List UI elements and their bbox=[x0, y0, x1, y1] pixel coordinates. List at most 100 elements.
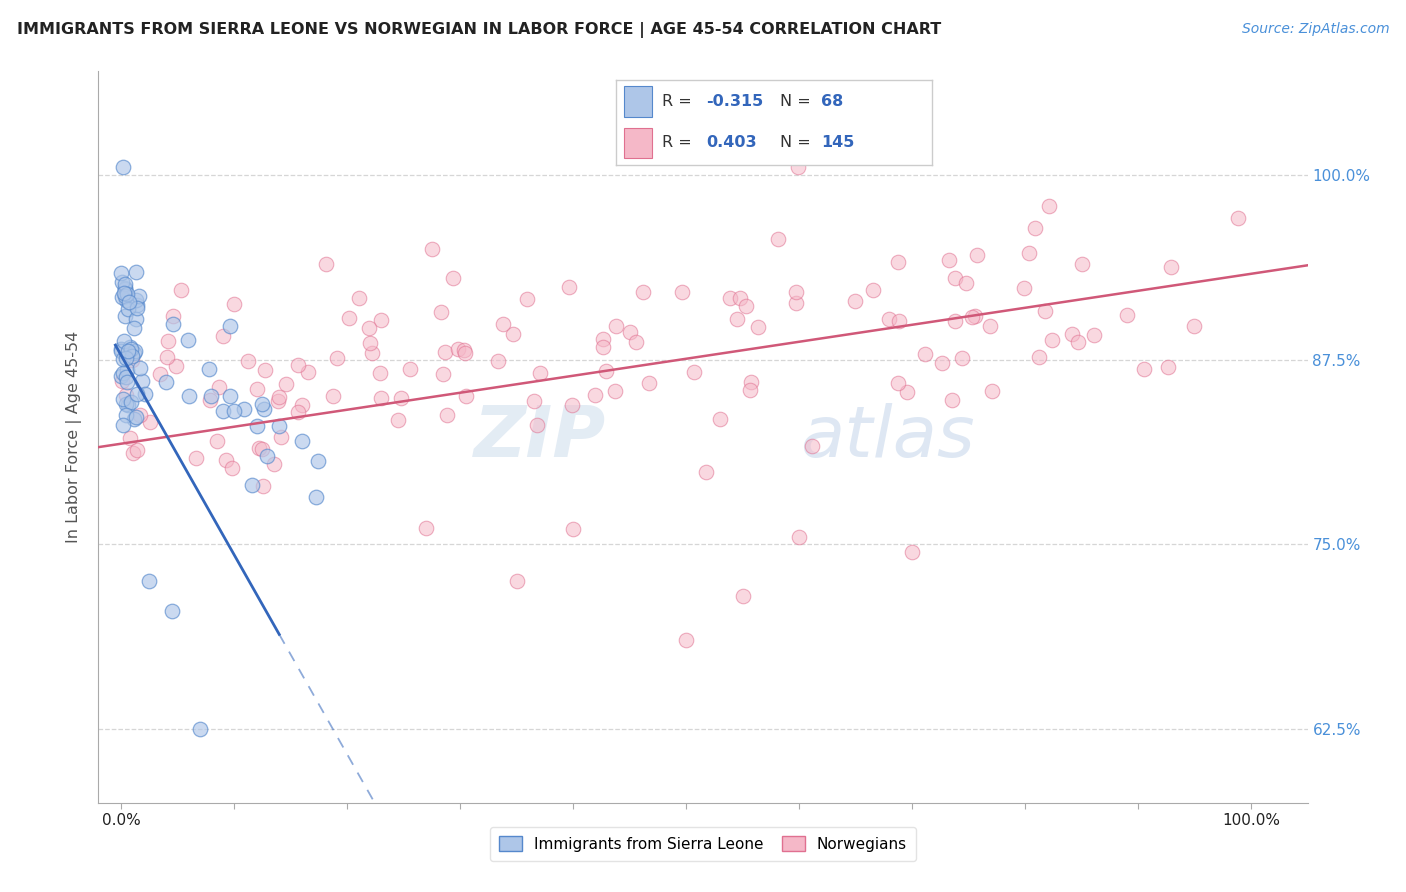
Point bbox=[638, 376, 661, 391]
Point bbox=[253, 401, 276, 416]
Point bbox=[177, 334, 200, 348]
Point bbox=[120, 342, 142, 356]
Point bbox=[211, 329, 233, 343]
Point bbox=[114, 310, 136, 324]
Point bbox=[274, 376, 297, 391]
Point bbox=[1033, 304, 1056, 318]
Point bbox=[115, 293, 138, 307]
Point bbox=[128, 361, 150, 376]
Point bbox=[115, 363, 138, 377]
Point bbox=[436, 408, 458, 422]
Point bbox=[1062, 326, 1084, 341]
Point bbox=[453, 343, 475, 358]
Point bbox=[128, 289, 150, 303]
Point bbox=[844, 293, 866, 308]
Point bbox=[112, 334, 135, 348]
Point bbox=[370, 391, 392, 405]
Point bbox=[430, 305, 453, 319]
Text: ZIP: ZIP bbox=[474, 402, 606, 472]
Point bbox=[368, 366, 391, 380]
Point bbox=[605, 384, 627, 398]
Point bbox=[134, 386, 156, 401]
Point bbox=[127, 387, 149, 401]
Point bbox=[162, 317, 184, 331]
Point bbox=[138, 574, 160, 589]
Point bbox=[125, 409, 148, 424]
Point bbox=[128, 409, 150, 423]
Point bbox=[120, 340, 142, 354]
Point bbox=[121, 350, 143, 364]
Point bbox=[112, 351, 135, 366]
Point bbox=[170, 283, 193, 297]
Point bbox=[115, 375, 138, 389]
Point bbox=[1028, 350, 1050, 364]
Point bbox=[960, 310, 983, 324]
Point bbox=[592, 332, 614, 346]
Point bbox=[1067, 335, 1090, 350]
Point bbox=[117, 346, 139, 360]
Point bbox=[558, 279, 581, 293]
Bar bbox=[624, 87, 652, 117]
Point bbox=[941, 392, 963, 407]
Point bbox=[447, 343, 470, 357]
Point bbox=[887, 255, 910, 269]
Point bbox=[747, 319, 769, 334]
Point bbox=[786, 161, 808, 175]
Point bbox=[731, 589, 754, 603]
Point bbox=[267, 390, 290, 404]
Point bbox=[931, 356, 953, 370]
Point bbox=[709, 412, 731, 426]
Point bbox=[325, 351, 347, 365]
Point bbox=[901, 544, 924, 558]
Point bbox=[287, 358, 309, 372]
Text: Source: ZipAtlas.com: Source: ZipAtlas.com bbox=[1241, 22, 1389, 37]
Point bbox=[287, 405, 309, 419]
Point bbox=[111, 289, 134, 303]
Point bbox=[184, 450, 207, 465]
Point bbox=[560, 398, 582, 412]
Point bbox=[315, 257, 337, 271]
Point bbox=[422, 242, 444, 256]
Point bbox=[734, 299, 756, 313]
Point bbox=[454, 389, 477, 403]
Point bbox=[943, 314, 966, 328]
Point bbox=[505, 574, 527, 589]
Point bbox=[115, 397, 138, 411]
Point bbox=[156, 334, 179, 348]
Point bbox=[683, 365, 706, 379]
Point bbox=[432, 367, 454, 381]
Point bbox=[1156, 359, 1178, 374]
Point bbox=[122, 446, 145, 460]
Point bbox=[862, 284, 884, 298]
Point bbox=[110, 368, 132, 383]
Point bbox=[121, 353, 143, 368]
Point bbox=[950, 351, 973, 365]
Point bbox=[114, 277, 136, 291]
Point bbox=[740, 375, 762, 389]
Point bbox=[115, 351, 138, 365]
Point bbox=[938, 252, 960, 267]
Point bbox=[671, 285, 693, 300]
Point bbox=[250, 442, 273, 456]
Point bbox=[441, 271, 464, 285]
Text: R =: R = bbox=[662, 136, 696, 151]
Point bbox=[267, 393, 290, 408]
Point bbox=[965, 310, 987, 324]
Point bbox=[125, 298, 148, 312]
Point bbox=[399, 362, 422, 376]
Point bbox=[110, 343, 132, 357]
Point bbox=[322, 389, 344, 403]
Point bbox=[165, 359, 187, 374]
Point bbox=[120, 395, 142, 409]
Point bbox=[131, 374, 153, 388]
Point bbox=[785, 285, 807, 299]
Point bbox=[246, 382, 269, 396]
Point bbox=[800, 439, 823, 453]
Point bbox=[914, 346, 936, 360]
Point bbox=[256, 449, 278, 463]
Point bbox=[188, 722, 211, 736]
Point bbox=[232, 402, 254, 417]
Point bbox=[583, 388, 606, 402]
Point bbox=[516, 292, 538, 306]
Text: 0.403: 0.403 bbox=[706, 136, 756, 151]
